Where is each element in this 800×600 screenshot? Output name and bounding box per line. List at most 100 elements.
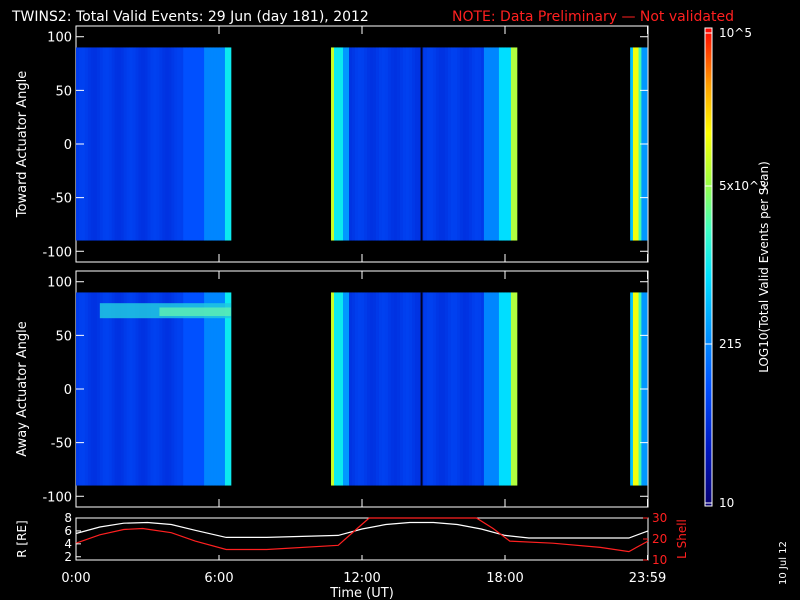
colorbar-tick-label: 10^5 bbox=[719, 26, 752, 40]
heatmap-cell bbox=[192, 47, 196, 241]
heatmap-cell bbox=[201, 292, 205, 486]
heatmap-cell bbox=[96, 47, 101, 241]
heatmap-cell bbox=[186, 47, 190, 241]
heatmap-cell bbox=[108, 292, 113, 486]
heatmap-cell bbox=[183, 47, 187, 241]
heatmap-cell bbox=[402, 292, 407, 486]
heatmap-cell bbox=[123, 292, 128, 486]
heatmap-cell bbox=[337, 292, 341, 486]
y-tick-label: -100 bbox=[42, 245, 72, 260]
heatmap-cell bbox=[171, 292, 175, 486]
orbit-right-tick-label: 10 bbox=[652, 553, 667, 567]
heatmap-cell bbox=[462, 47, 467, 241]
heatmap-cell bbox=[632, 292, 637, 486]
heatmap-cell bbox=[411, 47, 416, 241]
heatmap-cell bbox=[84, 47, 89, 241]
heatmap-cell bbox=[358, 47, 362, 241]
colorbar-tick-label: 215 bbox=[719, 337, 742, 351]
heatmap-cell bbox=[486, 47, 491, 241]
colorbar: 10 215 5x10^3 10^5 LOG10(Total Valid Events… bbox=[704, 26, 771, 510]
heatmap-cell bbox=[468, 47, 473, 241]
heatmap-cell bbox=[507, 292, 512, 486]
heatmap-cell bbox=[429, 47, 434, 241]
toward-y-label: Toward Actuator Angle bbox=[15, 71, 30, 218]
heatmap-cell bbox=[408, 47, 413, 241]
heatmap-cell bbox=[153, 47, 157, 241]
heatmap-cell bbox=[120, 47, 125, 241]
heatmap-cell bbox=[474, 292, 479, 486]
heatmap-cell bbox=[399, 47, 404, 241]
heatmap-cell bbox=[361, 292, 365, 486]
heatmap-cell bbox=[423, 47, 428, 241]
heatmap-cell bbox=[159, 47, 163, 241]
heatmap-cell bbox=[492, 292, 497, 486]
heatmap-cell bbox=[195, 47, 199, 241]
orbit-left-label: R [RE] bbox=[15, 520, 29, 557]
heatmap-cell bbox=[165, 47, 169, 241]
y-tick-label: 0 bbox=[64, 138, 72, 153]
heatmap-cell bbox=[370, 47, 374, 241]
heatmap-cell bbox=[174, 292, 178, 486]
heatmap-cell bbox=[364, 292, 368, 486]
heatmap-cell bbox=[390, 292, 395, 486]
heatmap-cell bbox=[177, 47, 181, 241]
heatmap-cell bbox=[224, 292, 229, 486]
heatmap-cell bbox=[498, 292, 503, 486]
heatmap-cell bbox=[486, 292, 491, 486]
orbit-right-tick-label: 20 bbox=[652, 532, 667, 546]
heatmap-cell bbox=[93, 47, 98, 241]
heatmap-cell bbox=[414, 47, 419, 241]
heatmap-cell bbox=[126, 47, 131, 241]
heatmap-cell bbox=[456, 47, 461, 241]
heatmap-cell bbox=[399, 292, 404, 486]
toward-panel: 100 50 0 -50 -100 Toward Actuator Angle bbox=[15, 25, 649, 263]
heatmap-cell bbox=[219, 47, 223, 241]
heatmap-cell bbox=[364, 47, 368, 241]
heatmap-cell bbox=[204, 47, 208, 241]
away-y-label: Away Actuator Angle bbox=[15, 321, 30, 456]
heatmap-cell bbox=[108, 47, 113, 241]
heatmap-cell bbox=[132, 47, 136, 241]
heatmap-cell bbox=[483, 292, 488, 486]
heatmap-cell bbox=[468, 292, 473, 486]
y-tick-label: -50 bbox=[51, 437, 72, 452]
heatmap-cell bbox=[340, 292, 344, 486]
heatmap-cell bbox=[402, 47, 407, 241]
heatmap-cell bbox=[135, 292, 139, 486]
heatmap-cell bbox=[174, 47, 178, 241]
heatmap-cell bbox=[635, 292, 639, 486]
heatmap-cell bbox=[135, 47, 139, 241]
heatmap-cell bbox=[355, 292, 359, 486]
heatmap-cell bbox=[495, 47, 500, 241]
heatmap-cell bbox=[147, 47, 151, 241]
heatmap-cell bbox=[492, 47, 497, 241]
heatmap-cell bbox=[372, 292, 377, 486]
heatmap-cell bbox=[132, 292, 136, 486]
heatmap-cell bbox=[393, 292, 398, 486]
y-tick-label: 0 bbox=[64, 383, 72, 398]
date-stamp: 10 Jul 12 bbox=[778, 541, 789, 585]
heatmap-cell bbox=[87, 292, 92, 486]
heatmap-cell bbox=[441, 47, 446, 241]
heatmap-cell bbox=[207, 292, 211, 486]
heatmap-cell bbox=[381, 292, 386, 486]
heatmap-cell bbox=[510, 292, 515, 486]
heatmap-cell bbox=[477, 292, 482, 486]
heatmap-cell bbox=[340, 47, 344, 241]
heatmap-cell bbox=[195, 292, 199, 486]
heatmap-cell bbox=[635, 47, 639, 241]
heatmap-cell bbox=[477, 47, 482, 241]
heatmap-cell bbox=[367, 47, 371, 241]
y-tick-label: 50 bbox=[55, 84, 72, 99]
heatmap-cell bbox=[456, 292, 461, 486]
heatmap-cell bbox=[111, 47, 116, 241]
heatmap-cell bbox=[349, 292, 353, 486]
heatmap-cell bbox=[162, 47, 166, 241]
heatmap-cell bbox=[343, 47, 347, 241]
heatmap-cell bbox=[90, 47, 95, 241]
heatmap-cell bbox=[180, 292, 184, 486]
heatmap-cell bbox=[156, 292, 160, 486]
orbit-left-tick-label: 2 bbox=[64, 550, 72, 564]
x-tick-label: 12:00 bbox=[343, 571, 380, 586]
heatmap-cell bbox=[180, 47, 184, 241]
